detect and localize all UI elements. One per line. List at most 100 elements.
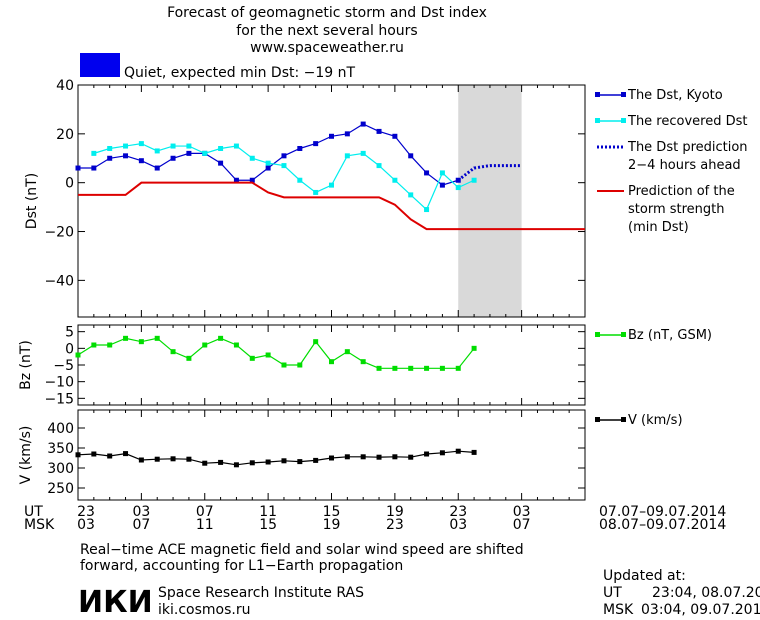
ut-tick-label: 07 (196, 504, 214, 520)
footer-note-line-2: forward, accounting for L1−Earth propaga… (80, 558, 403, 574)
point-bz-nt-gsm-1 (91, 342, 97, 348)
point-bz-nt-gsm-15 (313, 339, 319, 345)
dst-series-group (75, 121, 585, 231)
msk-tick-labels: 03 07 11 15 19 23 03 07 (77, 517, 530, 533)
dst-y-label: Dst (nT) (24, 173, 40, 229)
point-the-dst-kyoto-10 (233, 177, 239, 183)
ut-date-range: 07.07–09.07.2014 (599, 504, 726, 520)
point-the-dst-kyoto-18 (360, 121, 366, 127)
v-y-label: V (km/s) (18, 426, 34, 485)
prediction-label: PREDICTION (539, 153, 557, 315)
ut-tick-label: 19 (386, 504, 404, 520)
dst-ytick-label: −40 (44, 273, 74, 289)
bz-ytick-label: −5 (53, 358, 74, 374)
point-the-recovered-dst-20 (408, 192, 414, 198)
point-v-km-s-2 (107, 453, 113, 459)
footer: Real−time ACE magnetic field and solar w… (78, 542, 760, 620)
updated-msk-value: 03:04, 09.07.2014 (641, 602, 760, 618)
point-the-recovered-dst-0 (91, 150, 97, 156)
dst-legend-label-0-0: The Dst, Kyoto (627, 88, 723, 103)
dst-legend-label-3-0: Prediction of the (628, 184, 735, 199)
point-bz-nt-gsm-20 (392, 365, 398, 371)
point-bz-nt-gsm-14 (297, 362, 303, 368)
point-the-recovered-dst-5 (170, 143, 176, 149)
title-line-3: www.spaceweather.ru (250, 40, 404, 56)
point-the-recovered-dst-7 (202, 150, 208, 156)
point-v-km-s-23 (439, 450, 445, 456)
point-bz-nt-gsm-6 (170, 349, 176, 355)
point-the-dst-kyoto-21 (408, 153, 414, 159)
msk-tick-label: 03 (449, 517, 467, 533)
point-the-dst-kyoto-16 (329, 133, 334, 139)
point-the-recovered-dst-9 (233, 143, 239, 149)
point-the-dst-kyoto-1 (91, 165, 97, 171)
bz-legend-label-0-0: Bz (nT, GSM) (628, 328, 712, 343)
point-the-dst-kyoto-15 (313, 141, 319, 147)
msk-tick-label: 07 (132, 517, 150, 533)
point-v-km-s-13 (281, 458, 287, 464)
point-bz-nt-gsm-11 (249, 355, 255, 361)
point-bz-nt-gsm-4 (138, 339, 144, 345)
point-the-dst-kyoto-22 (424, 170, 430, 176)
bz-ytick-label: 0 (65, 341, 74, 357)
point-the-dst-kyoto-9 (218, 160, 224, 166)
point-bz-nt-gsm-7 (186, 355, 192, 361)
point-v-km-s-3 (123, 451, 129, 457)
v-legend-marker-0 (595, 417, 600, 422)
msk-tick-label: 07 (513, 517, 531, 533)
point-bz-nt-gsm-5 (154, 335, 160, 341)
point-bz-nt-gsm-2 (107, 342, 113, 348)
point-bz-nt-gsm-18 (360, 359, 366, 365)
v-plot-frame (77, 409, 586, 501)
updated-msk-label: MSK (603, 602, 634, 618)
dst-legend-entry-3: Prediction of the storm strength (min Dst) (597, 184, 735, 235)
point-the-dst-kyoto-2 (107, 155, 113, 161)
point-v-km-s-19 (376, 454, 382, 460)
bz-plot-frame (77, 324, 586, 406)
dst-prediction-shade (458, 85, 522, 317)
point-the-dst-kyoto-11 (249, 177, 255, 183)
series-line-the-dst-prediction-2-4-hours-ahead (457, 164, 522, 182)
point-v-km-s-14 (297, 459, 303, 465)
point-the-recovered-dst-8 (218, 145, 224, 151)
msk-tick-label: 15 (259, 517, 277, 533)
title-line-1: Forecast of geomagnetic storm and Dst in… (167, 5, 487, 21)
ut-row-label: UT (24, 504, 43, 520)
point-v-km-s-0 (75, 452, 81, 458)
point-v-km-s-1 (91, 451, 97, 457)
point-bz-nt-gsm-10 (233, 342, 239, 348)
point-v-km-s-25 (471, 449, 477, 455)
updated-ut-label: UT (603, 585, 622, 601)
point-the-recovered-dst-3 (138, 141, 144, 147)
point-the-dst-kyoto-17 (344, 131, 350, 137)
point-the-recovered-dst-2 (123, 143, 129, 149)
title-line-2: for the next several hours (236, 23, 417, 39)
point-bz-nt-gsm-9 (218, 335, 224, 341)
dst-panel: PREDICTION 40 20 0 −20 −40 Dst (nT) (24, 78, 586, 318)
point-the-recovered-dst-15 (329, 182, 334, 188)
point-v-km-s-11 (249, 460, 255, 466)
point-bz-nt-gsm-17 (344, 349, 350, 355)
point-the-recovered-dst-23 (455, 185, 461, 191)
dst-ytick-label: 0 (65, 176, 74, 192)
point-the-recovered-dst-22 (439, 170, 445, 176)
msk-row-label: MSK (24, 517, 55, 533)
point-v-km-s-24 (455, 448, 461, 454)
point-bz-nt-gsm-16 (329, 359, 334, 365)
point-the-dst-kyoto-19 (376, 128, 382, 134)
point-the-recovered-dst-4 (154, 148, 160, 154)
point-the-recovered-dst-13 (297, 177, 303, 183)
point-v-km-s-22 (424, 451, 430, 457)
institute-site-link[interactable]: iki.cosmos.ru (158, 602, 250, 618)
dst-legend-marker-0 (595, 92, 600, 97)
point-the-recovered-dst-24 (471, 177, 477, 183)
point-the-dst-kyoto-14 (297, 145, 303, 151)
bz-ytick-label: −10 (44, 375, 74, 391)
v-x-ticks (77, 410, 586, 500)
v-ytick-label: 400 (47, 421, 74, 437)
dst-legend-entry-0: The Dst, Kyoto (595, 88, 723, 103)
v-y-axis: 400 350 300 250 (47, 421, 585, 497)
dst-legend-marker-1 (595, 118, 600, 123)
point-the-recovered-dst-1 (107, 145, 113, 151)
